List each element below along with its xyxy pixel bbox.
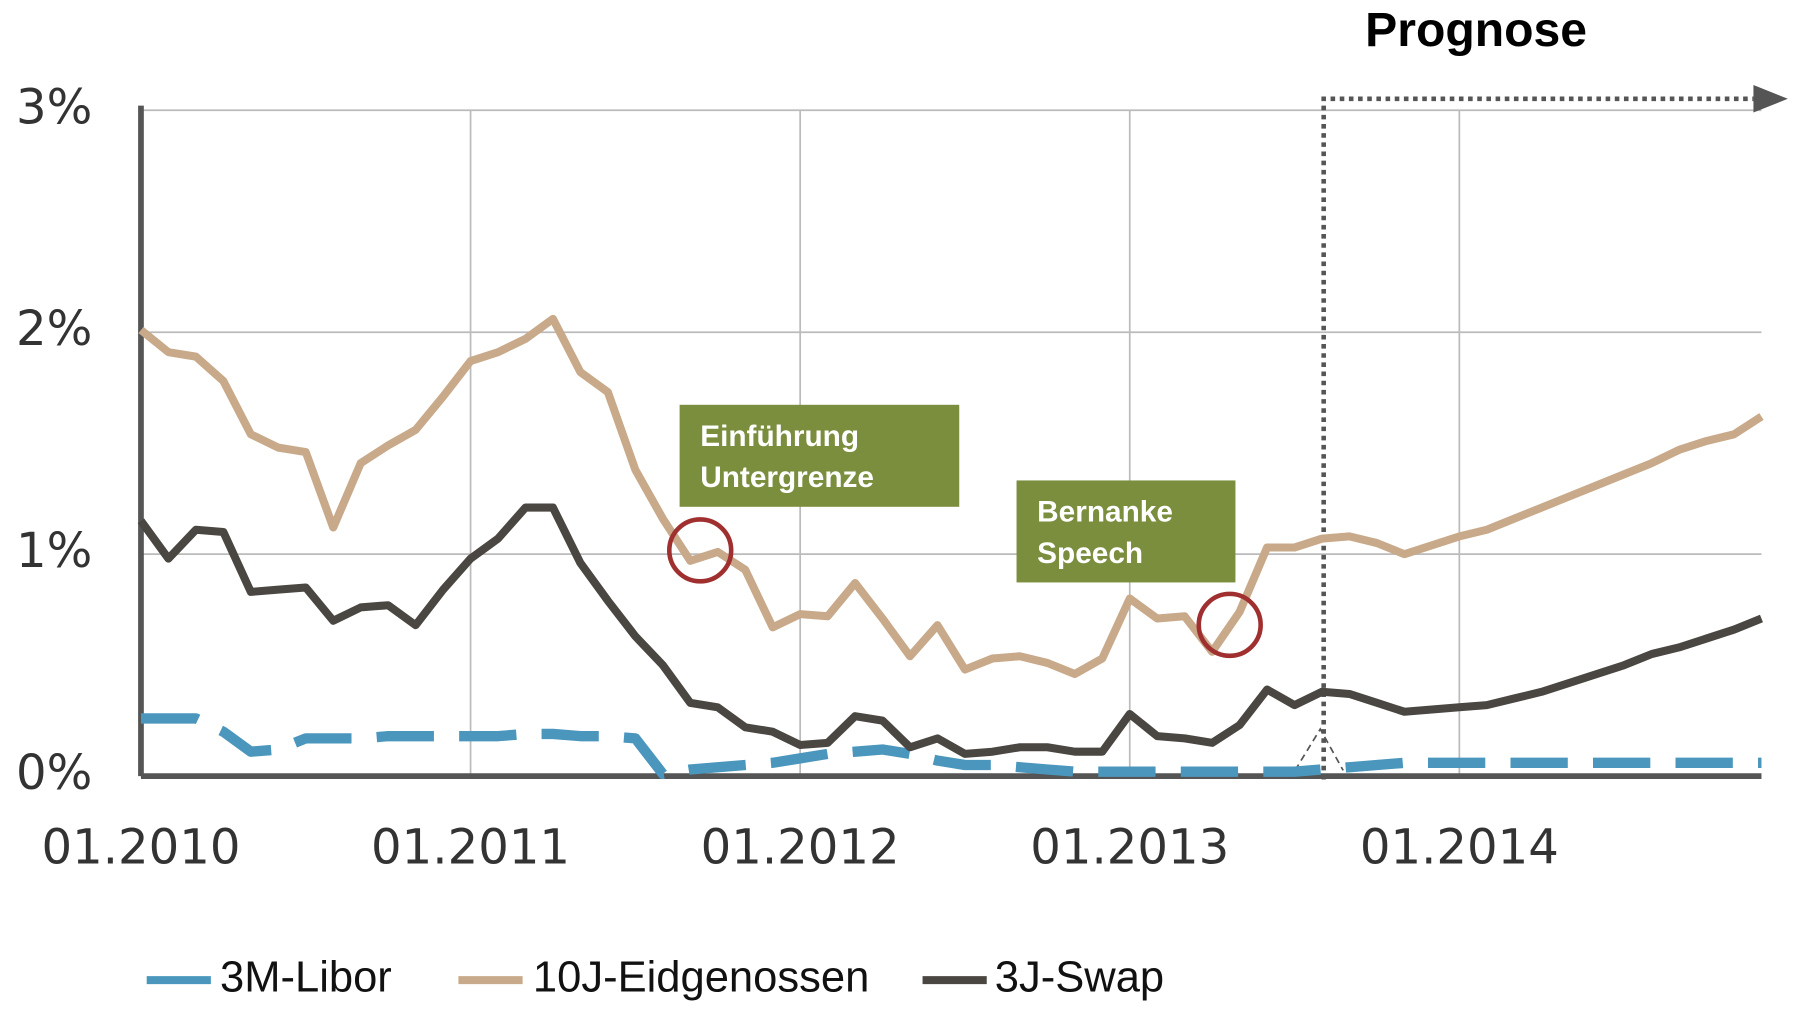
- x-tick-label: 01.2011: [371, 820, 570, 876]
- legend-label: 10J-Eidgenossen: [533, 954, 869, 1002]
- forecast-tick: [1294, 727, 1344, 771]
- highlight-circle: [1196, 591, 1263, 659]
- series-line: [138, 314, 1764, 679]
- series-line: [137, 503, 1763, 758]
- x-tick-label: 01.2012: [701, 820, 900, 876]
- x-tick-label: 01.2014: [1360, 820, 1559, 876]
- legend-label: 3J-Swap: [995, 954, 1164, 1002]
- legend-label: 3M-Libor: [220, 954, 392, 1002]
- forecast-arrow: [1753, 85, 1788, 113]
- annotation-text: Bernanke: [1037, 496, 1173, 529]
- annotation-box: [679, 404, 960, 507]
- annotation-box: [1016, 480, 1236, 583]
- forecast-label: Prognose: [1365, 3, 1587, 57]
- x-tick-label: 01.2013: [1030, 820, 1229, 876]
- series-line: [140, 713, 1762, 780]
- y-tick-label: 0%: [16, 745, 92, 801]
- y-tick-label: 3%: [16, 79, 92, 135]
- x-tick-label: 01.2010: [41, 820, 240, 876]
- annotation-text: Untergrenze: [700, 461, 874, 494]
- forecast-line: [1321, 96, 1754, 780]
- y-tick-label: 2%: [16, 301, 92, 357]
- annotation-text: Einführung: [700, 420, 859, 453]
- annotation-text: Speech: [1037, 537, 1143, 570]
- y-tick-label: 1%: [16, 523, 92, 579]
- highlight-circle: [666, 517, 734, 584]
